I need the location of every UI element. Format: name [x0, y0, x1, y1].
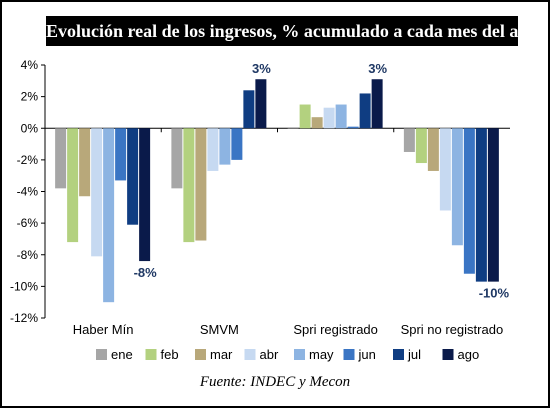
legend-label: may: [309, 347, 334, 362]
bar-abr: [207, 128, 219, 171]
bar-ene: [55, 128, 67, 189]
bar-feb: [415, 128, 427, 164]
bar-jul: [359, 93, 371, 129]
bar-jun: [347, 126, 359, 129]
bar-ene: [171, 128, 183, 189]
x-tick-label: Haber Mín: [73, 322, 134, 337]
bar-may: [103, 128, 115, 303]
x-tick-label: Spri registrado: [293, 322, 378, 337]
bar-feb: [67, 128, 79, 243]
legend-label: jun: [358, 347, 376, 362]
bar-mar: [427, 128, 439, 171]
bar-jun: [115, 128, 127, 181]
legend-label: ene: [111, 347, 133, 362]
bar-jun: [231, 128, 243, 160]
y-tick-label: -4%: [17, 185, 39, 199]
legend-label: feb: [161, 347, 179, 362]
legend-swatch-jun: [343, 349, 355, 360]
y-tick-label: -10%: [10, 279, 38, 293]
legend-swatch-ene: [96, 349, 107, 360]
legend-swatch-abr: [244, 349, 256, 360]
data-label: 3%: [368, 61, 387, 76]
bar-jul: [127, 128, 139, 225]
legend-label: ago: [458, 347, 480, 362]
bar-abr: [439, 128, 451, 211]
legend-label: mar: [210, 347, 233, 362]
legend-swatch-mar: [195, 349, 206, 360]
bar-ago: [139, 128, 151, 262]
y-tick-label: 0%: [21, 121, 39, 135]
y-tick-label: -8%: [17, 248, 39, 262]
bar-mar: [311, 117, 323, 129]
bar-may: [219, 128, 231, 165]
legend-swatch-may: [294, 349, 305, 360]
legend-label: jul: [407, 347, 421, 362]
data-label: -10%: [479, 286, 510, 301]
y-tick-label: -6%: [17, 216, 39, 230]
bar-may: [451, 128, 463, 246]
bar-jul: [475, 128, 487, 282]
chart-title: Evolución real de los ingresos, % acumul…: [46, 16, 537, 46]
bar-ene: [287, 128, 299, 129]
bar-abr: [91, 128, 103, 257]
bar-jul: [243, 90, 255, 129]
bar-feb: [183, 128, 195, 243]
bar-ago: [371, 79, 383, 129]
legend-swatch-ago: [442, 349, 454, 360]
legend-swatch-jul: [393, 349, 404, 360]
data-label: -8%: [134, 265, 158, 280]
legend-label: abr: [260, 347, 279, 362]
bar-ago: [487, 128, 499, 282]
bar-ene: [403, 128, 415, 152]
chart-source: Fuente: INDEC y Mecon: [199, 374, 351, 390]
bar-mar: [195, 128, 207, 241]
legend-swatch-feb: [145, 349, 157, 360]
bar-abr: [323, 107, 335, 129]
x-tick-label: SMVM: [200, 322, 239, 337]
y-tick-label: 2%: [21, 90, 39, 104]
bar-jun: [463, 128, 475, 274]
bar-mar: [79, 128, 91, 197]
bar-may: [335, 104, 347, 129]
bar-feb: [299, 104, 311, 129]
y-tick-label: -2%: [17, 153, 39, 167]
y-tick-label: 4%: [21, 58, 39, 72]
data-label: 3%: [252, 61, 271, 76]
y-tick-label: -12%: [10, 311, 38, 325]
x-tick-label: Spri no registrado: [401, 322, 504, 337]
bar-ago: [255, 79, 267, 129]
